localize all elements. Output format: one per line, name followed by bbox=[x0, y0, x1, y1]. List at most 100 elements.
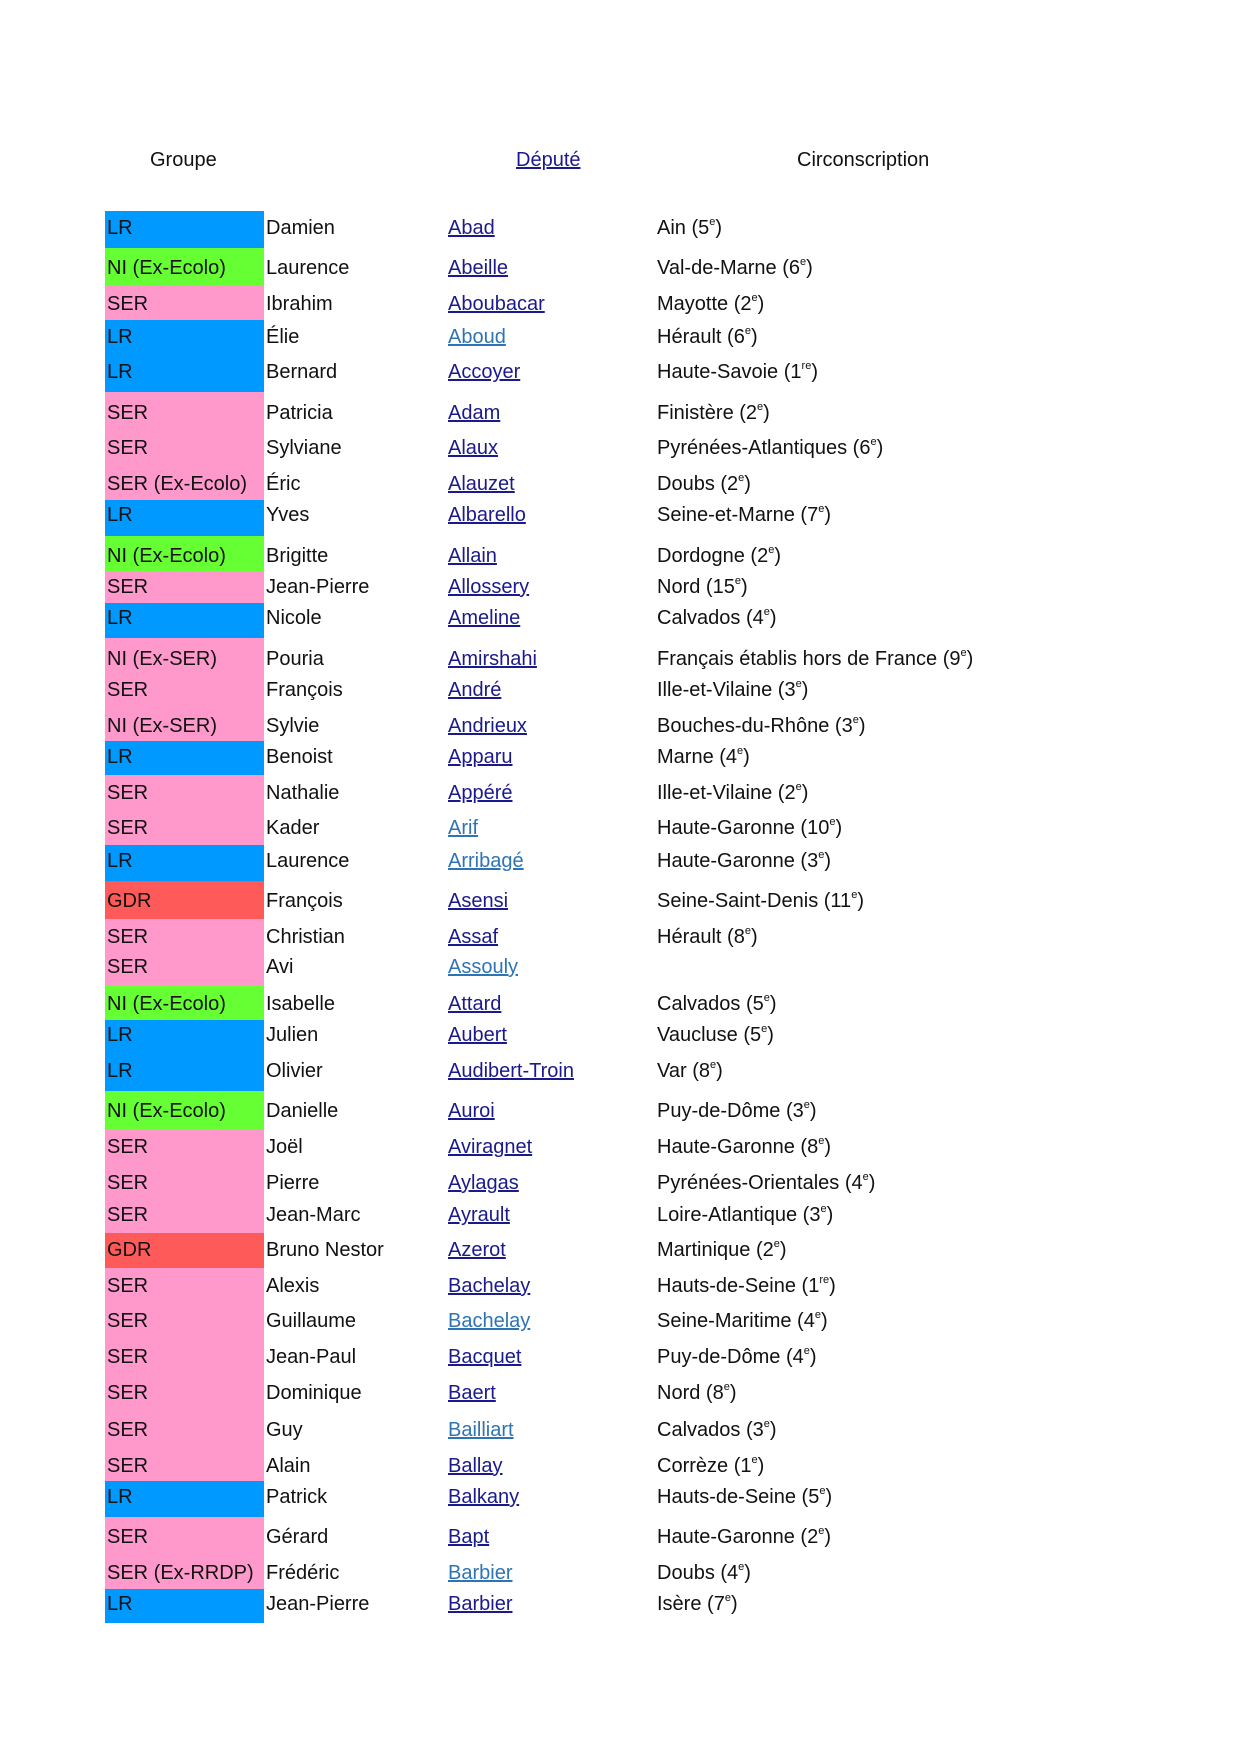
circonscription: Var (8e) bbox=[657, 1059, 723, 1083]
deputy-link[interactable]: Bacquet bbox=[448, 1346, 522, 1369]
circ-number: 6 bbox=[859, 437, 871, 460]
ordinal-suffix: e bbox=[862, 1170, 869, 1183]
deputy-link[interactable]: Adam bbox=[448, 401, 501, 424]
deputy-link[interactable]: Appéré bbox=[448, 781, 513, 804]
deputy-link[interactable]: Azerot bbox=[448, 1238, 506, 1261]
deputy-link[interactable]: Alauzet bbox=[448, 473, 515, 496]
group-label: LR bbox=[107, 1486, 133, 1508]
circ-name: Calvados bbox=[657, 607, 741, 630]
deputy-link[interactable]: Aboud bbox=[448, 325, 506, 348]
first-name: Christian bbox=[266, 925, 345, 948]
deputy-link[interactable]: Alaux bbox=[448, 437, 499, 460]
deputy-link[interactable]: Abad bbox=[448, 217, 495, 240]
deputy-link[interactable]: Baert bbox=[448, 1382, 496, 1405]
circ-name: Seine-et-Marne bbox=[657, 504, 795, 527]
circ-number: 8 bbox=[733, 925, 745, 948]
deputy-link[interactable]: Amirshahi bbox=[448, 647, 537, 670]
deputy-link[interactable]: Aviragnet bbox=[448, 1136, 533, 1159]
ordinal-suffix: e bbox=[820, 1203, 827, 1216]
circonscription: Haute-Savoie (1re) bbox=[657, 360, 818, 384]
ordinal-suffix: e bbox=[744, 924, 751, 937]
group-label: SER bbox=[107, 956, 149, 979]
deputy-link[interactable]: Barbier bbox=[448, 1593, 513, 1616]
group-color-band bbox=[105, 430, 264, 467]
group-label: SER bbox=[107, 1171, 149, 1194]
deputy-link[interactable]: Allossery bbox=[448, 575, 530, 598]
circonscription: Haute-Garonne (2e) bbox=[657, 1525, 832, 1549]
first-name: Ibrahim bbox=[266, 293, 333, 316]
deputy-link[interactable]: Bapt bbox=[448, 1526, 490, 1549]
circ-number: 2 bbox=[740, 293, 752, 316]
circ-number: 2 bbox=[727, 473, 739, 496]
circonscription: Pyrénées-Orientales (4e) bbox=[657, 1170, 876, 1194]
deputy-link[interactable]: André bbox=[448, 678, 502, 701]
circ-name: Pyrénées-Orientales bbox=[657, 1171, 840, 1194]
deputy-link[interactable]: Abeille bbox=[448, 257, 509, 280]
deputy-link[interactable]: Assouly bbox=[448, 956, 519, 979]
group-color-band bbox=[105, 674, 264, 708]
deputy-link[interactable]: Ballay bbox=[448, 1454, 503, 1477]
circ-number: 2 bbox=[757, 544, 769, 567]
deputy-link[interactable]: Bailliart bbox=[448, 1418, 514, 1441]
ordinal-suffix: e bbox=[803, 1345, 810, 1358]
ordinal-suffix: e bbox=[803, 1099, 810, 1112]
first-name: Benoist bbox=[266, 745, 333, 768]
first-name: Bruno Nestor bbox=[266, 1238, 384, 1261]
circ-name: Haute-Garonne bbox=[657, 817, 795, 840]
deputy-link[interactable]: Andrieux bbox=[448, 714, 527, 737]
circ-name: Ille-et-Vilaine bbox=[657, 781, 773, 804]
deputy-link[interactable]: Apparu bbox=[448, 745, 513, 768]
deputy-link[interactable]: Audibert-Troin bbox=[448, 1060, 574, 1083]
deputy-link[interactable]: Accoyer bbox=[448, 361, 521, 384]
group-label: SER bbox=[107, 817, 149, 840]
circonscription: Haute-Garonne (10e) bbox=[657, 816, 843, 840]
circ-name: Hauts-de-Seine bbox=[657, 1274, 796, 1297]
group-color-band bbox=[105, 1091, 264, 1130]
deputy-link[interactable]: Allain bbox=[448, 544, 497, 567]
group-color-band bbox=[105, 844, 264, 881]
deputy-link[interactable]: Bachelay bbox=[448, 1274, 531, 1297]
deputy-link[interactable]: Assaf bbox=[448, 925, 499, 948]
deputy-link[interactable]: Ameline bbox=[448, 607, 521, 630]
ordinal-suffix: e bbox=[724, 1592, 731, 1605]
group-color-band bbox=[105, 1481, 264, 1518]
ordinal-suffix: e bbox=[763, 606, 770, 619]
group-color-band bbox=[105, 1199, 264, 1233]
deputy-link[interactable]: Barbier bbox=[448, 1562, 513, 1585]
circonscription: Nord (15e) bbox=[657, 574, 748, 598]
first-name: Kader bbox=[266, 817, 320, 840]
deputy-link[interactable]: Bachelay bbox=[448, 1310, 531, 1333]
circ-number: 1 bbox=[790, 361, 802, 384]
group-color-band bbox=[105, 499, 264, 536]
first-name: Laurence bbox=[266, 257, 350, 280]
deputy-link[interactable]: Aboubacar bbox=[448, 293, 545, 316]
circ-name: Bouches-du-Rhône bbox=[657, 714, 830, 737]
group-color-band bbox=[105, 1555, 264, 1589]
first-name: Danielle bbox=[266, 1100, 339, 1123]
group-color-band bbox=[105, 602, 264, 639]
ordinal-suffix: e bbox=[763, 1417, 770, 1430]
group-label: LR bbox=[107, 217, 133, 240]
deputy-link[interactable]: Ayrault bbox=[448, 1204, 510, 1227]
deputy-link[interactable]: Aylagas bbox=[448, 1171, 519, 1194]
deputy-link[interactable]: Aubert bbox=[448, 1024, 507, 1047]
ordinal-suffix: e bbox=[751, 1453, 758, 1466]
circ-name: Puy-de-Dôme bbox=[657, 1346, 781, 1369]
first-name: Avi bbox=[266, 956, 294, 979]
deputy-link[interactable]: Auroi bbox=[448, 1100, 495, 1123]
deputy-link[interactable]: Attard bbox=[448, 992, 502, 1015]
deputy-link[interactable]: Albarello bbox=[448, 504, 526, 527]
first-name: Pierre bbox=[266, 1171, 320, 1194]
deputy-link[interactable]: Asensi bbox=[448, 890, 509, 913]
group-color-band bbox=[105, 918, 264, 952]
group-color-band bbox=[105, 354, 264, 393]
group-color-band bbox=[105, 535, 264, 572]
deputy-link[interactable]: Arif bbox=[448, 817, 478, 840]
group-color-band bbox=[105, 880, 264, 919]
first-name: Sylviane bbox=[266, 437, 342, 460]
circ-number: 5 bbox=[808, 1486, 820, 1508]
deputy-link[interactable]: Balkany bbox=[448, 1486, 520, 1508]
header-depute-link[interactable]: Député bbox=[516, 149, 581, 171]
first-name: Éric bbox=[266, 473, 301, 496]
deputy-link[interactable]: Arribagé bbox=[448, 849, 524, 872]
